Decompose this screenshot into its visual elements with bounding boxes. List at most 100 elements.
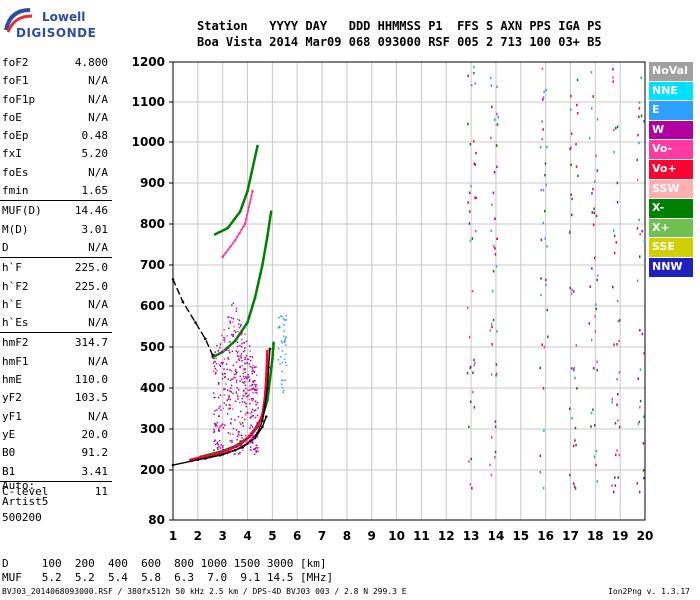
param-value: 3.01 xyxy=(81,222,109,236)
echo-dot xyxy=(214,410,216,412)
noise-dot xyxy=(472,371,474,374)
echo-dot xyxy=(219,343,222,346)
x-tick-label: 10 xyxy=(388,529,405,543)
echo-dot xyxy=(223,336,225,339)
echo-dot xyxy=(228,396,230,398)
echo-dot xyxy=(245,376,247,378)
echo-dot xyxy=(239,421,241,424)
echo-dot xyxy=(216,344,218,347)
x-tick-label: 1 xyxy=(169,529,177,543)
noise-dot xyxy=(468,222,471,225)
echo-dot xyxy=(225,383,227,385)
echo-dot xyxy=(241,342,243,345)
echo-dot xyxy=(248,398,251,401)
noise-dot xyxy=(495,265,498,268)
echo-dot xyxy=(215,423,217,425)
param-value: 0.48 xyxy=(81,129,109,143)
echo-dot xyxy=(236,439,238,441)
echo-dot xyxy=(214,361,216,363)
echo-dot xyxy=(218,430,220,432)
echo-dot xyxy=(252,364,254,367)
noise-dot xyxy=(473,66,475,69)
noise-dot xyxy=(596,368,598,372)
echo-dot xyxy=(214,439,216,441)
echo-dot xyxy=(244,418,246,421)
trace-point xyxy=(264,415,268,419)
echo-dot xyxy=(224,388,226,390)
noise-dot xyxy=(496,112,498,116)
e-layer-echo xyxy=(281,342,283,344)
echo-dot xyxy=(213,423,216,425)
noise-dot xyxy=(546,308,548,312)
noise-dot xyxy=(539,454,542,457)
echo-dot xyxy=(220,362,222,364)
noise-dot xyxy=(491,289,494,293)
echo-dot xyxy=(229,440,232,442)
param-name: h`Es xyxy=(2,316,29,330)
echo-dot xyxy=(241,417,243,419)
echo-dot xyxy=(248,376,250,378)
noise-dot xyxy=(569,286,571,290)
param-separator xyxy=(0,480,112,482)
echo-dot xyxy=(249,350,251,352)
echo-dot xyxy=(233,373,236,376)
noise-dot xyxy=(569,147,571,151)
echo-dot xyxy=(237,431,240,433)
echo-dot xyxy=(233,376,235,379)
echo-dot xyxy=(247,376,249,378)
noise-dot xyxy=(572,444,575,448)
echo-dot xyxy=(242,440,244,442)
param-name: foF2 xyxy=(2,56,29,69)
echo-dot xyxy=(251,437,253,440)
trace-point xyxy=(256,431,259,435)
echo-dot xyxy=(232,392,234,395)
echo-dot xyxy=(214,373,217,375)
noise-dot xyxy=(473,71,475,75)
polarization-legend: NoVal NNE E W Vo- Vo+ SSW X- X+ SSE NNW xyxy=(649,62,693,278)
echo-dot xyxy=(239,344,241,347)
noise-dot xyxy=(541,343,543,346)
echo-dot xyxy=(240,346,243,348)
echo-dot xyxy=(252,398,254,400)
noise-dot xyxy=(573,367,575,370)
echo-dot xyxy=(244,363,246,365)
echo-dot xyxy=(251,426,254,428)
noise-dot xyxy=(471,390,474,394)
echo-dot xyxy=(214,351,216,353)
param-name: fxI xyxy=(2,147,22,161)
noise-dot xyxy=(541,120,543,123)
noise-dot xyxy=(570,163,572,167)
noise-dot xyxy=(490,373,493,376)
noise-dot xyxy=(595,154,597,157)
trace-point xyxy=(264,378,268,382)
echo-dot xyxy=(228,316,230,318)
e-layer-echo xyxy=(284,341,286,343)
e-layer-echo xyxy=(284,337,287,339)
echo-dot xyxy=(243,341,245,344)
noise-dot xyxy=(469,239,472,242)
noise-dot xyxy=(616,201,619,204)
noise-dot xyxy=(495,144,498,147)
echo-dot xyxy=(228,349,230,352)
e-layer-echo xyxy=(280,340,283,342)
e-layer-echo xyxy=(278,325,281,328)
noise-dot xyxy=(470,365,472,369)
y-tick-label: 500 xyxy=(140,340,165,354)
noise-dot xyxy=(613,490,615,494)
echo-dot xyxy=(252,387,254,389)
echo-dot xyxy=(239,355,242,357)
trace-vo- xyxy=(221,190,254,258)
echo-dot xyxy=(239,366,241,369)
echo-dot xyxy=(248,380,251,383)
echo-dot xyxy=(229,322,231,324)
echo-dot xyxy=(225,363,228,365)
echo-dot xyxy=(230,384,233,387)
noise-dot xyxy=(575,165,578,168)
echo-dot xyxy=(219,346,221,349)
noise-dot xyxy=(616,449,618,452)
noise-dot xyxy=(596,118,599,121)
param-row: hmF2 314.7 xyxy=(0,334,112,352)
param-name: yE xyxy=(2,427,16,441)
noise-dot xyxy=(570,193,572,196)
